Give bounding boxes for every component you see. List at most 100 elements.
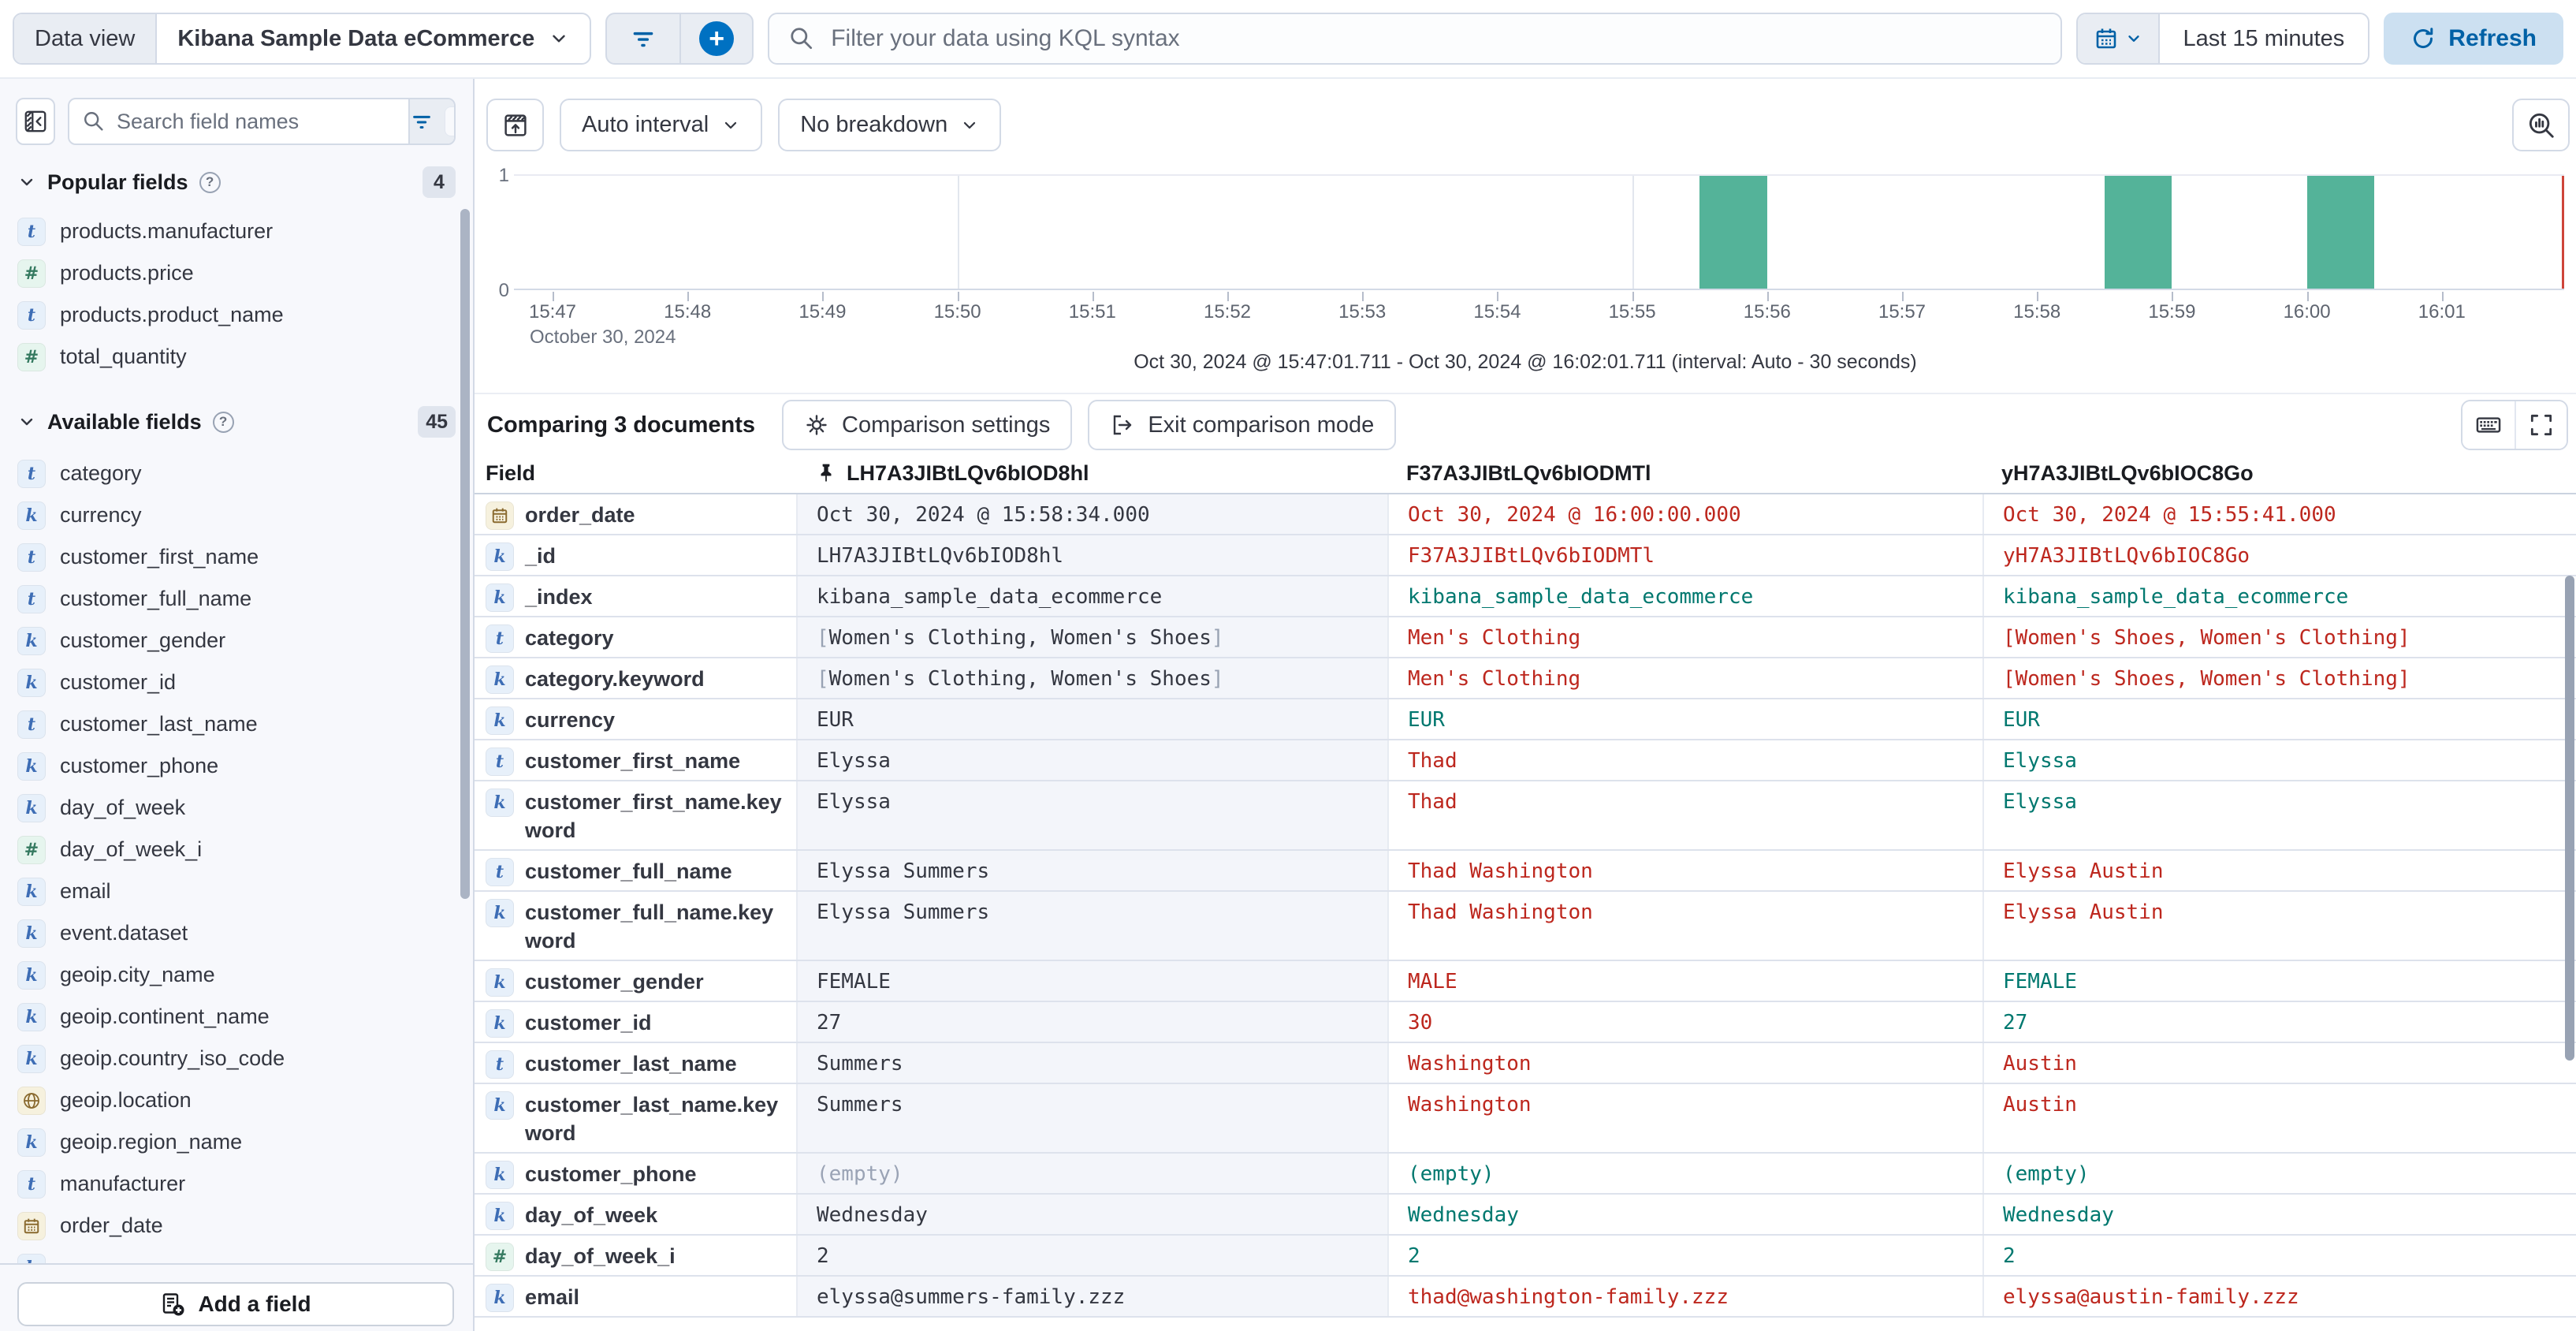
sidebar-field-item[interactable]: order_date <box>17 1205 456 1247</box>
table-scrollbar[interactable] <box>2565 576 2574 1061</box>
comparison-doc-cell: Austin <box>1982 1043 2576 1083</box>
comparison-doc-cell: (empty) <box>1387 1154 1982 1193</box>
sidebar-field-item[interactable]: # total_quantity <box>17 336 456 378</box>
sidebar-field-item[interactable]: k geoip.country_iso_code <box>17 1038 456 1079</box>
sidebar-field-item[interactable]: # day_of_week_i <box>17 829 456 871</box>
sidebar-scrollbar[interactable] <box>460 209 470 899</box>
field-name: customer_full_name <box>525 859 732 883</box>
sidebar-field-item[interactable]: geoip.location <box>17 1079 456 1121</box>
cell-value: (empty) <box>817 1162 903 1186</box>
popular-fields-header[interactable]: Popular fields ? 4 <box>17 165 456 199</box>
sidebar-field-item[interactable]: k currency <box>17 494 456 536</box>
field-filter-button[interactable]: 0 <box>408 99 454 144</box>
add-field-button[interactable]: Add a field <box>17 1282 454 1326</box>
sidebar-field-item[interactable]: t customer_last_name <box>17 703 456 745</box>
available-fields-header[interactable]: Available fields ? 45 <box>17 405 456 439</box>
field-cell[interactable]: k day_of_week <box>475 1195 796 1234</box>
sidebar-field-item[interactable]: t customer_full_name <box>17 578 456 620</box>
cell-value: Thad Washington <box>1408 900 1593 924</box>
keyword-field-icon: k <box>17 793 46 822</box>
chevron-down-icon <box>17 412 36 431</box>
field-cell[interactable]: order_date <box>475 494 796 534</box>
sidebar-field-item[interactable]: k customer_id <box>17 662 456 703</box>
cell-value: thad@washington-family.zzz <box>1408 1285 1729 1309</box>
comparison-doc-cell: (empty) <box>1982 1154 2576 1193</box>
field-cell[interactable]: k _id <box>475 535 796 575</box>
field-cell[interactable]: k category.keyword <box>475 658 796 698</box>
table-row: k customer_gender FEMALE MALE FEMALE <box>475 961 2576 1002</box>
sidebar-field-item[interactable]: k geoip.continent_name <box>17 996 456 1038</box>
kql-input[interactable] <box>831 25 2042 52</box>
sidebar-field-item[interactable]: t manufacturer <box>17 1163 456 1205</box>
chart-gridline <box>957 176 959 289</box>
field-cell[interactable]: t category <box>475 617 796 657</box>
histogram-bar[interactable] <box>1699 176 1767 289</box>
field-search-input-wrap[interactable] <box>69 99 408 144</box>
field-name: day_of_week <box>525 1203 658 1227</box>
keyword-field-icon: k <box>17 1253 46 1263</box>
field-search-input[interactable] <box>117 109 396 134</box>
comparison-settings-button[interactable]: Comparison settings <box>782 400 1073 450</box>
comparison-doc-cell: F37A3JIBtLQv6bIODMTl <box>1387 535 1982 575</box>
field-cell[interactable]: # day_of_week_i <box>475 1236 796 1275</box>
keyword-field-icon: k <box>486 968 514 997</box>
kql-search-bar[interactable] <box>768 13 2062 65</box>
field-name: manufacturer <box>60 1172 186 1195</box>
sidebar-field-item[interactable]: # products.price <box>17 252 456 294</box>
sidebar-field-item[interactable]: k event.dataset <box>17 912 456 954</box>
help-icon: ? <box>212 411 234 433</box>
sidebar-field-item[interactable]: t customer_first_name <box>17 536 456 578</box>
data-view-select[interactable]: Kibana Sample Data eCommerce <box>157 26 590 52</box>
sidebar-field-item[interactable]: t products.product_name <box>17 294 456 336</box>
field-cell[interactable]: k email <box>475 1277 796 1316</box>
field-cell[interactable]: k customer_phone <box>475 1154 796 1193</box>
histogram-bar[interactable] <box>2306 176 2375 289</box>
field-name: currency <box>525 708 616 732</box>
field-cell[interactable]: k customer_gender <box>475 961 796 1001</box>
interval-select[interactable]: Auto interval <box>560 99 763 151</box>
field-list-popular: t products.manufacturer # products.price t pr… <box>17 211 456 378</box>
keyboard-shortcuts-button[interactable] <box>2462 401 2515 449</box>
sidebar-field-item[interactable]: k <box>17 1247 456 1263</box>
x-axis-tick <box>687 292 690 301</box>
x-axis-tick-label: 15:54 <box>1473 301 1521 322</box>
keyword-field-icon: k <box>486 1202 514 1230</box>
refresh-button[interactable]: Refresh <box>2384 13 2563 65</box>
field-name: customer_last_name <box>60 712 258 736</box>
field-cell[interactable]: k customer_full_name.keyword <box>475 892 796 960</box>
time-range-value[interactable]: Last 15 minutes <box>2183 25 2345 51</box>
field-cell[interactable]: k customer_first_name.keyword <box>475 781 796 849</box>
add-filter-button[interactable]: + <box>679 14 752 63</box>
histogram-plot-area[interactable] <box>514 174 2564 301</box>
sidebar-field-item[interactable]: k customer_phone <box>17 745 456 787</box>
date-picker-quick-menu[interactable] <box>2077 14 2160 63</box>
sidebar-field-item[interactable]: k geoip.region_name <box>17 1121 456 1163</box>
sidebar-field-item[interactable]: k customer_gender <box>17 620 456 662</box>
field-cell[interactable]: k customer_last_name.keyword <box>475 1084 796 1152</box>
field-cell[interactable]: t customer_first_name <box>475 740 796 780</box>
sidebar-field-item[interactable]: k day_of_week <box>17 787 456 829</box>
hide-chart-button[interactable] <box>486 99 544 151</box>
collapse-sidebar-button[interactable] <box>16 98 55 145</box>
histogram-bar[interactable] <box>2104 176 2172 289</box>
cell-value: Men's Clothing <box>1408 667 1581 691</box>
field-cell[interactable]: t customer_full_name <box>475 851 796 890</box>
sidebar-field-item[interactable]: k geoip.city_name <box>17 954 456 996</box>
field-cell[interactable]: k _index <box>475 576 796 616</box>
doc-id: LH7A3JIBtLQv6bIOD8hl <box>847 460 1089 485</box>
field-cell[interactable]: k customer_id <box>475 1002 796 1042</box>
sidebar-field-item[interactable]: t category <box>17 453 456 494</box>
chart-table-divider[interactable] <box>475 393 2576 394</box>
sidebar-field-item[interactable]: k email <box>17 871 456 912</box>
edit-visualization-button[interactable] <box>2512 99 2570 151</box>
field-cell[interactable]: t customer_last_name <box>475 1043 796 1083</box>
text-field-icon: t <box>486 748 514 776</box>
exit-comparison-button[interactable]: Exit comparison mode <box>1088 400 1397 450</box>
field-name: _index <box>525 585 593 609</box>
saved-query-filter-button[interactable] <box>607 14 679 63</box>
comparison-doc-cell: Wednesday <box>1387 1195 1982 1234</box>
sidebar-field-item[interactable]: t products.manufacturer <box>17 211 456 252</box>
field-cell[interactable]: k currency <box>475 699 796 739</box>
fullscreen-button[interactable] <box>2515 401 2567 449</box>
breakdown-select[interactable]: No breakdown <box>778 99 1002 151</box>
